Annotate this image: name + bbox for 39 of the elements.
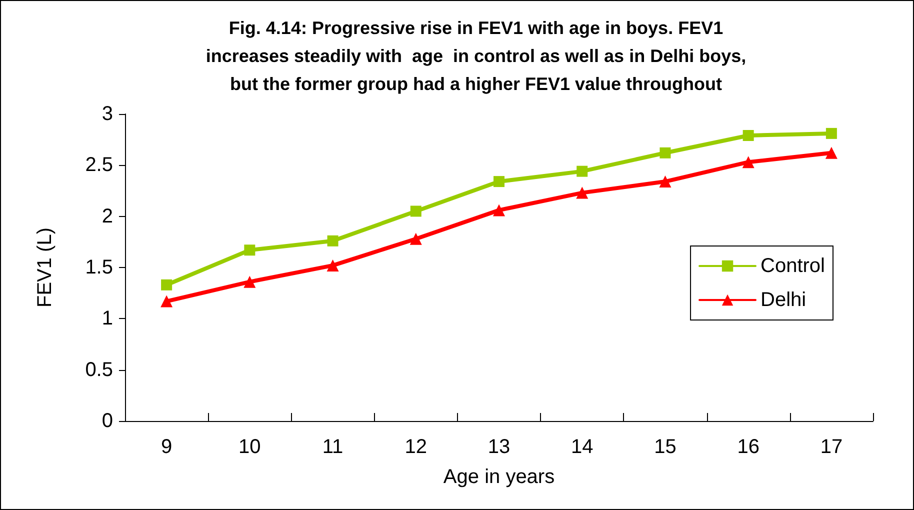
- point: [742, 156, 754, 168]
- x-tick-label: 12: [404, 436, 428, 458]
- point: [660, 147, 671, 158]
- x-tick-label: 13: [488, 436, 510, 458]
- point: [742, 130, 754, 141]
- y-tick-label: 2.5: [85, 154, 113, 176]
- legend-label: Control: [760, 255, 826, 277]
- y-tick-label: 0.5: [85, 358, 113, 381]
- x-tick-label: 17: [820, 436, 843, 458]
- y-tick-label: 1.5: [85, 256, 113, 278]
- point: [327, 235, 338, 246]
- y-tick-label: 2: [102, 205, 113, 228]
- x-tick-label: 14: [570, 436, 594, 458]
- point: [659, 176, 672, 188]
- x-tick-label: 9: [160, 436, 172, 458]
- y-axis-title: FEV1 (L): [34, 227, 56, 308]
- point: [244, 276, 256, 288]
- x-tick-label: 10: [238, 436, 261, 458]
- y-tick-label: 3: [102, 103, 113, 125]
- chart-title: Fig. 4.14: Progressive rise in FEV1 with age in boys. FEV1 increases steadily with age in control as well as in Delhi boys, but the former group had a higher FEV1 value throughout: [206, 18, 746, 94]
- point: [826, 128, 837, 139]
- x-tick-label: 16: [737, 436, 760, 458]
- point: [576, 166, 588, 177]
- point: [825, 146, 838, 159]
- point: [410, 232, 422, 245]
- point: [410, 206, 422, 217]
- point: [161, 279, 172, 290]
- point: [244, 244, 256, 256]
- point: [160, 295, 173, 308]
- legend-label: Delhi: [760, 289, 806, 311]
- x-tick-label: 11: [322, 436, 344, 458]
- point: [493, 204, 505, 216]
- point: [494, 176, 504, 188]
- x-tick-label: 15: [654, 436, 676, 458]
- point: [576, 186, 588, 199]
- point: [326, 259, 339, 272]
- x-axis-title: Age in years: [443, 466, 555, 488]
- y-tick-label: 0: [102, 410, 113, 432]
- y-tick-label: 1: [102, 308, 113, 330]
